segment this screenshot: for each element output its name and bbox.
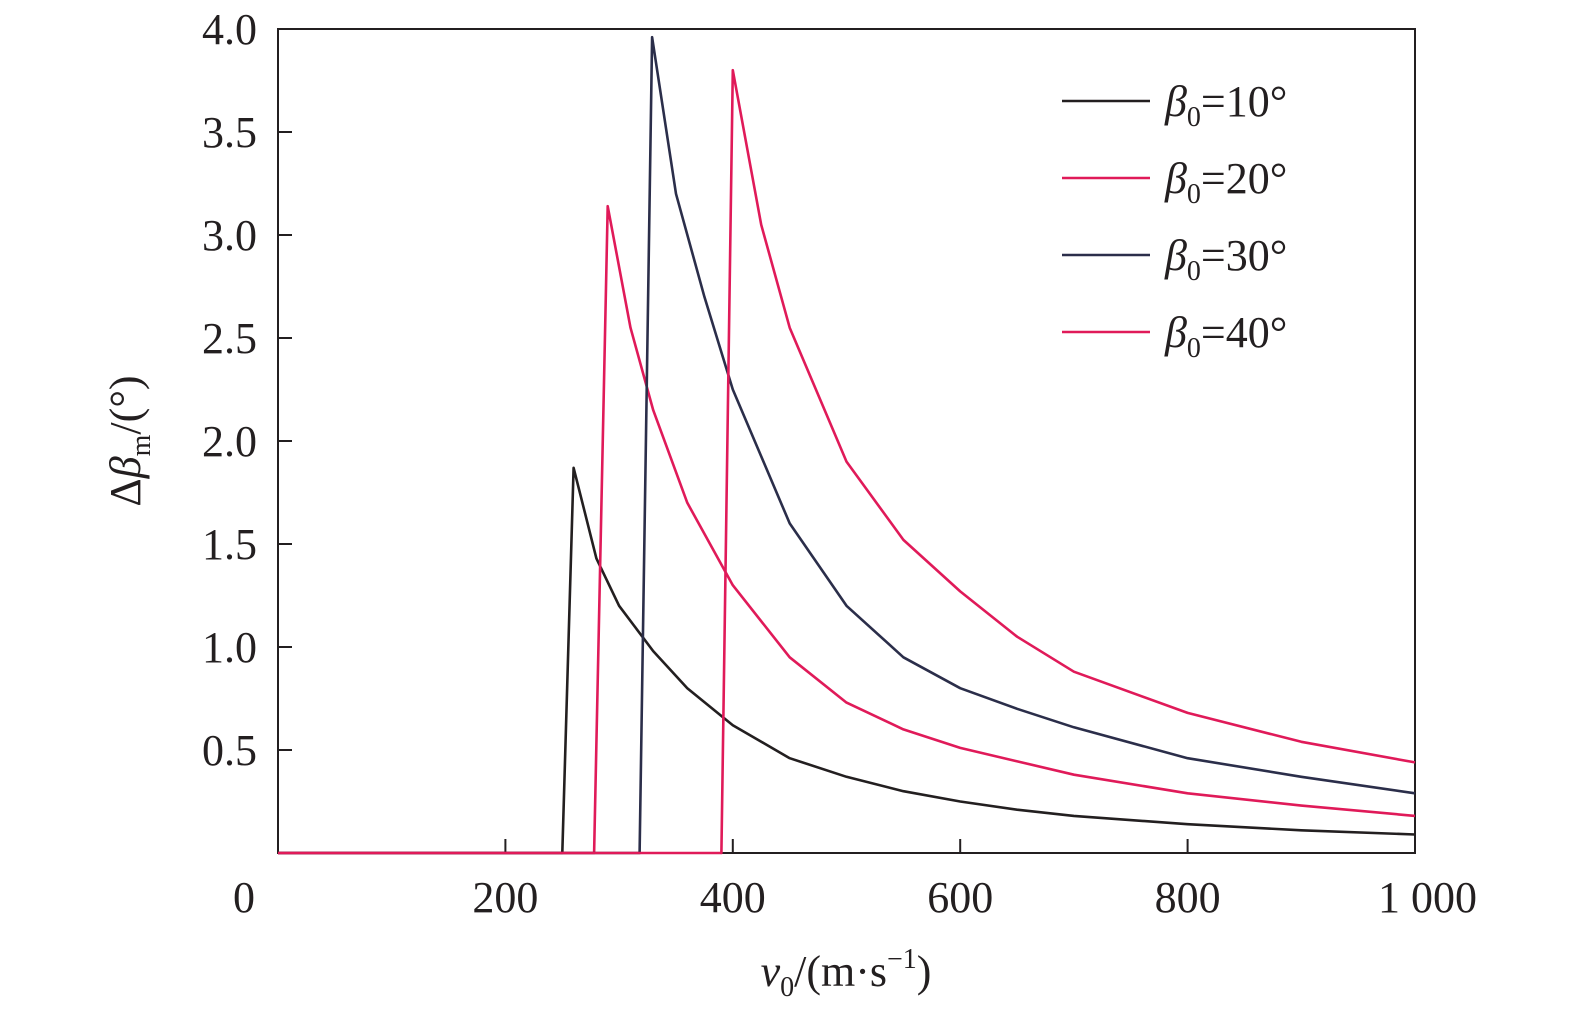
series-line-4	[278, 68, 1416, 855]
x-axis-label-symbol: v	[761, 947, 781, 996]
y-axis-ticks: 0.5 1.0 1.5 2.0 2.5 3.0 3.5 4.0	[202, 5, 292, 775]
x-tick-label: 600	[927, 873, 993, 922]
x-axis-label-subscript: 0	[780, 972, 794, 1003]
x-tick-label: 200	[472, 873, 538, 922]
legend-subscript: 0	[1187, 102, 1201, 133]
x-axis-label-superscript: −1	[887, 944, 917, 975]
y-axis-label-unit: /(°)	[101, 375, 150, 434]
legend-label-2: β0=20°	[1164, 154, 1287, 210]
y-tick-label: 2.0	[202, 417, 257, 466]
legend-label-3: β0=30°	[1164, 231, 1287, 287]
y-axis-label-prefix: Δ	[101, 478, 150, 506]
x-axis-label-unit: /(m·s	[794, 947, 887, 996]
y-tick-label: 0.5	[202, 726, 257, 775]
plot-frame	[277, 28, 1416, 854]
legend-value: =20°	[1201, 154, 1287, 203]
legend-symbol: β	[1164, 77, 1187, 126]
y-tick-label: 3.0	[202, 211, 257, 260]
legend: β0=10°β0=20°β0=30°β0=40°	[1062, 77, 1287, 364]
legend-subscript: 0	[1187, 333, 1201, 364]
legend-symbol: β	[1164, 154, 1187, 203]
x-axis-ticks: 0 200 400 600 800 1 000	[233, 839, 1477, 922]
series-layer	[278, 35, 1416, 855]
x-tick-label: 800	[1155, 873, 1221, 922]
x-tick-label: 0	[233, 873, 255, 922]
legend-symbol: β	[1164, 231, 1187, 280]
y-axis-label-symbol: β	[101, 456, 150, 479]
legend-value: =40°	[1201, 308, 1287, 357]
series-line-2	[278, 204, 1416, 855]
x-axis-label-close: )	[917, 947, 932, 996]
legend-value: =10°	[1201, 77, 1287, 126]
y-axis-label-subscript: m	[126, 434, 157, 456]
series-line-3	[278, 35, 1416, 855]
y-tick-label: 2.5	[202, 314, 257, 363]
x-axis-label: v0/(m·s−1)	[761, 944, 932, 1003]
y-axis-label: Δβm/(°)	[101, 375, 157, 506]
legend-value: =30°	[1201, 231, 1287, 280]
y-tick-label: 1.0	[202, 623, 257, 672]
legend-subscript: 0	[1187, 256, 1201, 287]
series-line-1	[278, 466, 1416, 855]
y-tick-label: 4.0	[202, 5, 257, 54]
x-tick-label: 1 000	[1378, 873, 1477, 922]
legend-label-4: β0=40°	[1164, 308, 1287, 364]
y-tick-label: 1.5	[202, 520, 257, 569]
legend-symbol: β	[1164, 308, 1187, 357]
y-tick-label: 3.5	[202, 108, 257, 157]
x-tick-label: 400	[700, 873, 766, 922]
legend-label-1: β0=10°	[1164, 77, 1287, 133]
legend-subscript: 0	[1187, 179, 1201, 210]
